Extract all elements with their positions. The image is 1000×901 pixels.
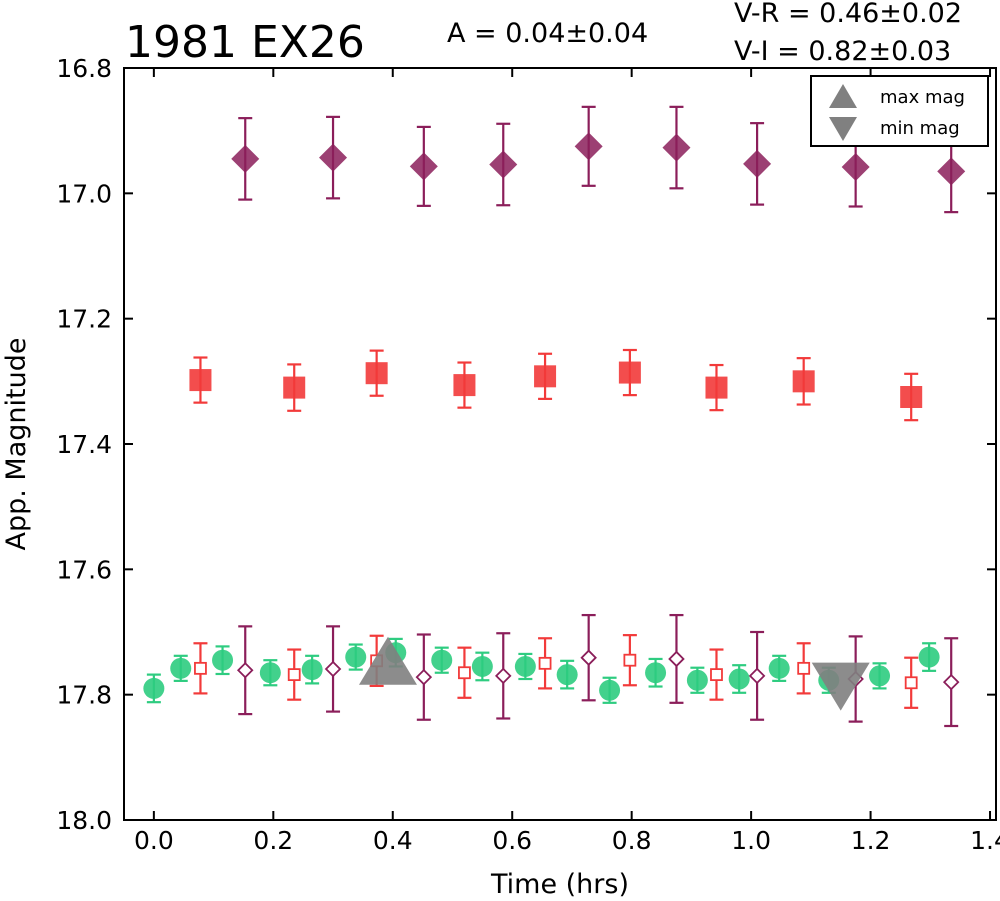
data-point-circle <box>170 657 192 679</box>
data-layer <box>143 105 966 728</box>
amplitude-label: A = 0.04±0.04 <box>447 18 648 49</box>
ticks-layer: 0.0 0.2 0.4 0.6 0.8 1.0 1.2 1.4 16.8 17.0 17.2 17.4… <box>56 54 1000 855</box>
data-point-square <box>453 374 476 397</box>
data-point-diamond <box>743 149 772 178</box>
data-point-square <box>283 376 306 399</box>
data-point-diamond-open <box>942 673 960 691</box>
data-point-square <box>365 362 388 385</box>
y-tick-label: 17.6 <box>56 555 112 584</box>
data-point-diamond-open <box>494 667 512 685</box>
data-point-circle <box>918 646 940 668</box>
y-tick-label: 17.4 <box>56 430 112 459</box>
data-point-circle <box>869 665 891 687</box>
data-point-diamond <box>409 152 438 181</box>
chart-title: 1981 EX26 <box>125 17 365 68</box>
data-point-square <box>618 361 641 384</box>
data-point-diamond-open <box>748 667 766 685</box>
series-2-circle-filled <box>143 637 940 704</box>
data-point-circle <box>768 657 790 679</box>
data-point-circle <box>599 679 621 701</box>
y-tick-label: 16.8 <box>56 54 112 83</box>
data-point-diamond <box>231 144 260 173</box>
legend-min-label: min mag <box>880 118 960 139</box>
min-mag-marker <box>811 662 870 711</box>
y-tick-label: 18.0 <box>56 806 112 835</box>
x-tick-label: 1.2 <box>851 826 891 855</box>
data-point-diamond-open <box>580 649 597 666</box>
color-index-vi: V-I = 0.82±0.03 <box>734 36 951 67</box>
data-point-square-open <box>904 676 918 690</box>
x-tick-label: 1.0 <box>731 826 771 855</box>
data-point-square-open <box>797 661 811 675</box>
series-3-square-open <box>193 634 919 709</box>
data-point-diamond-open <box>668 650 685 668</box>
data-point-diamond <box>319 143 348 172</box>
y-axis-label: App. Magnitude <box>1 338 32 551</box>
data-point-circle <box>514 655 536 677</box>
data-point-square <box>189 369 212 392</box>
legend-max-label: max mag <box>880 87 965 108</box>
data-point-square <box>534 365 557 388</box>
legend-min-marker <box>829 117 857 141</box>
x-tick-label: 0.4 <box>373 826 413 855</box>
data-point-square-open <box>194 661 207 675</box>
data-point-diamond <box>841 153 870 182</box>
x-tick-label: 0.6 <box>492 826 532 855</box>
data-point-square <box>705 376 728 399</box>
data-point-diamond <box>489 150 518 179</box>
data-point-circle <box>345 646 367 668</box>
x-axis-label: Time (hrs) <box>490 869 629 900</box>
x-tick-label: 0.2 <box>253 826 293 855</box>
x-tick-label: 0.0 <box>134 826 174 855</box>
data-point-circle <box>143 677 165 699</box>
data-point-square-open <box>623 653 637 667</box>
x-tick-label: 1.4 <box>970 826 1000 855</box>
series-1-square-filled <box>189 348 923 422</box>
data-point-diamond-open <box>415 668 433 686</box>
y-tick-label: 17.0 <box>56 179 112 208</box>
data-point-square-open <box>538 656 552 670</box>
data-point-circle <box>556 664 578 686</box>
data-point-diamond-open <box>236 661 254 679</box>
data-point-square <box>792 370 815 393</box>
data-point-square-open <box>710 668 723 682</box>
x-tick-label: 0.8 <box>612 826 652 855</box>
data-point-circle <box>431 649 453 671</box>
data-point-circle <box>212 649 234 671</box>
data-point-diamond <box>937 157 966 186</box>
data-point-circle <box>728 668 750 690</box>
legend: max mag min mag <box>810 75 989 147</box>
data-point-circle <box>471 655 493 677</box>
plot-frame <box>123 67 997 821</box>
data-point-diamond <box>662 133 691 162</box>
max-mag-marker <box>358 636 417 685</box>
series-4-diamond-open <box>236 613 960 728</box>
data-point-circle <box>645 662 667 684</box>
data-point-diamond-open <box>324 660 342 678</box>
legend-max-marker <box>829 84 857 108</box>
y-tick-label: 17.2 <box>56 305 112 334</box>
series-0-diamond-filled <box>231 105 966 214</box>
data-point-square <box>900 386 923 408</box>
color-index-vr: V-R = 0.46±0.02 <box>734 0 962 29</box>
data-point-circle <box>259 662 281 684</box>
extrema-layer <box>358 636 870 711</box>
y-tick-label: 17.8 <box>56 681 112 710</box>
data-point-square-open <box>287 668 301 682</box>
data-point-circle <box>686 669 708 691</box>
data-point-diamond <box>574 132 603 161</box>
data-point-circle <box>301 659 323 681</box>
data-point-square-open <box>458 666 471 680</box>
